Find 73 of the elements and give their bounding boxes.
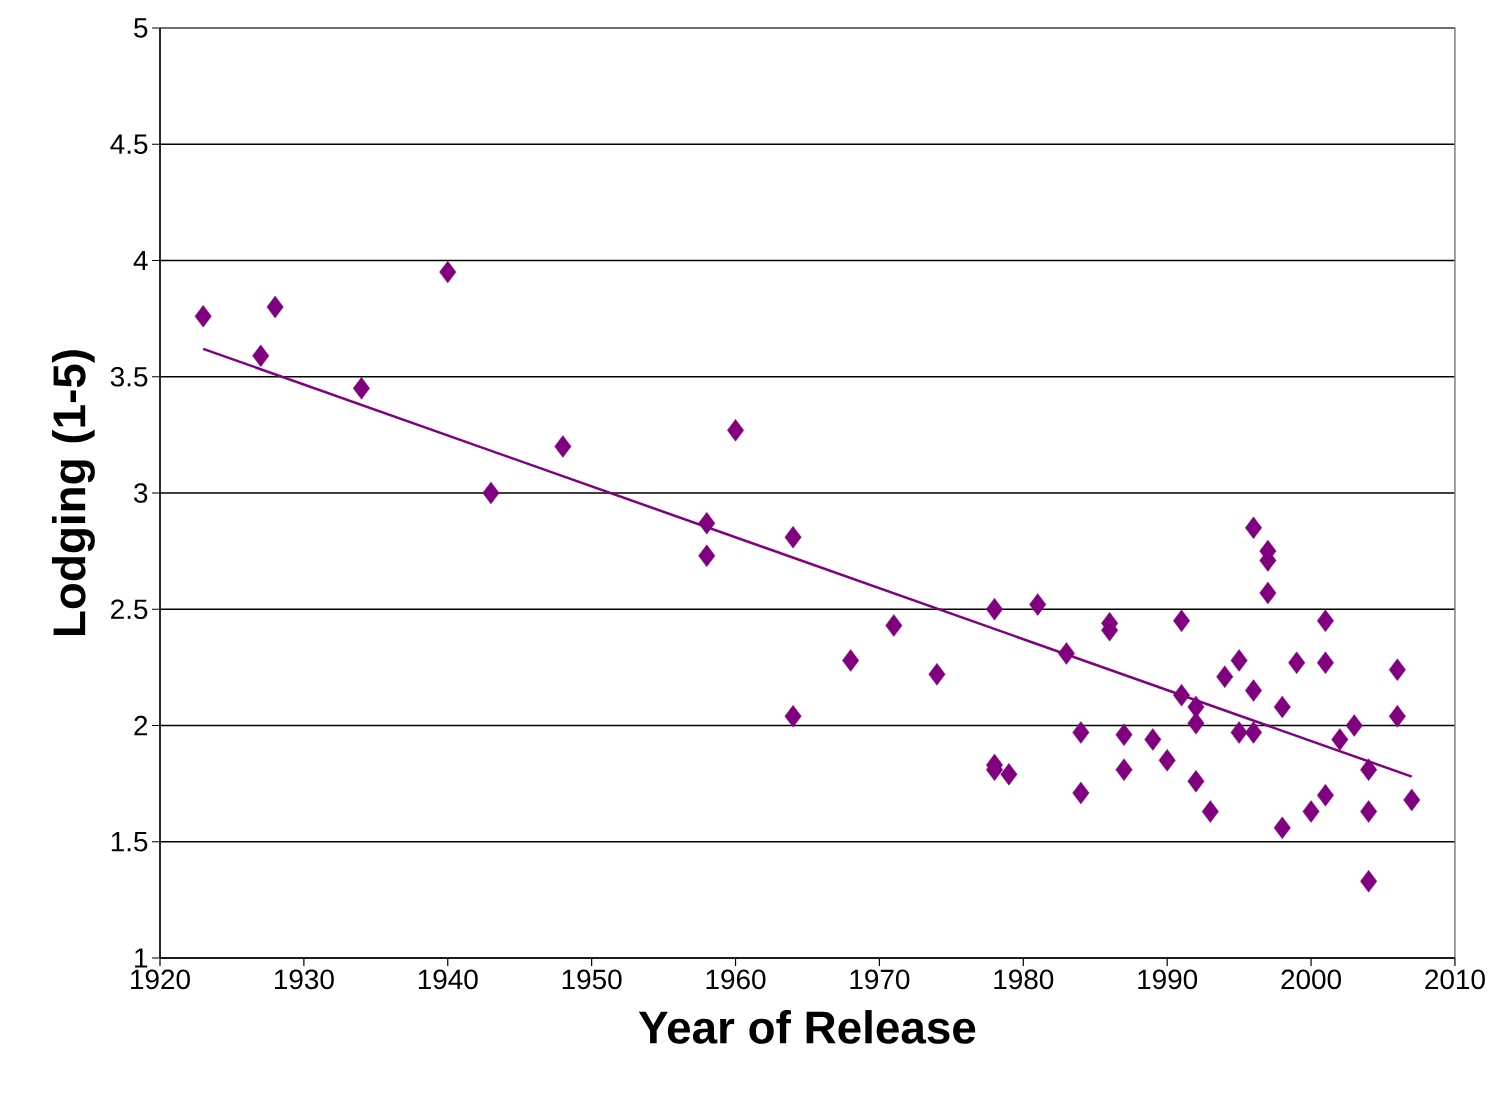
point bbox=[1317, 784, 1334, 807]
point bbox=[784, 705, 802, 728]
point bbox=[1302, 800, 1320, 823]
point bbox=[1115, 723, 1133, 746]
point bbox=[1245, 679, 1262, 702]
point bbox=[1072, 781, 1090, 805]
point bbox=[1187, 770, 1205, 793]
x-tick-label: 1950 bbox=[562, 969, 622, 990]
y-tick-label: 3.5 bbox=[110, 366, 148, 387]
point bbox=[1230, 649, 1248, 672]
point bbox=[1360, 800, 1378, 823]
point bbox=[1000, 763, 1018, 786]
point bbox=[1403, 788, 1421, 812]
point bbox=[194, 305, 212, 328]
point bbox=[1173, 684, 1191, 707]
point bbox=[1201, 800, 1219, 823]
point bbox=[1317, 609, 1334, 633]
x-tick-label: 2010 bbox=[1425, 969, 1485, 990]
point bbox=[1072, 721, 1090, 744]
x-tick-label: 2000 bbox=[1281, 969, 1341, 990]
point bbox=[986, 598, 1003, 621]
point bbox=[1029, 593, 1047, 616]
x-tick-label: 1930 bbox=[274, 969, 334, 990]
point bbox=[1158, 749, 1176, 772]
y-tick-label: 3 bbox=[134, 483, 148, 503]
y-tick-label: 4 bbox=[133, 250, 148, 271]
point bbox=[1245, 516, 1262, 540]
y-axis-title: Lodging (1-5) bbox=[51, 350, 95, 636]
point bbox=[1388, 705, 1406, 728]
point bbox=[1273, 816, 1291, 839]
point bbox=[1388, 658, 1406, 681]
point bbox=[727, 419, 744, 442]
y-tick-label: 1 bbox=[135, 948, 148, 968]
point bbox=[1288, 651, 1306, 674]
point bbox=[1230, 721, 1248, 744]
point bbox=[1317, 651, 1334, 674]
y-tick-label: 1.5 bbox=[111, 832, 148, 852]
x-tick-label: 1960 bbox=[706, 969, 766, 990]
point bbox=[1345, 714, 1363, 737]
y-tick-label: 2 bbox=[134, 715, 148, 736]
point bbox=[928, 663, 946, 686]
point bbox=[1245, 721, 1262, 744]
y-tick-label: 5 bbox=[134, 18, 148, 38]
x-tick-label: 1990 bbox=[1138, 969, 1198, 990]
point bbox=[842, 649, 860, 672]
point bbox=[1058, 642, 1075, 665]
point bbox=[698, 544, 716, 567]
point bbox=[252, 344, 270, 368]
y-tick-label: 2.5 bbox=[111, 599, 148, 620]
point bbox=[698, 512, 716, 535]
y-tick-label: 4.5 bbox=[110, 134, 148, 154]
x-tick-label: 1980 bbox=[994, 969, 1054, 990]
point bbox=[439, 260, 457, 284]
point bbox=[1360, 758, 1378, 781]
x-tick-label: 1970 bbox=[850, 969, 910, 990]
point bbox=[1144, 728, 1162, 751]
point bbox=[1331, 728, 1349, 751]
point bbox=[1273, 695, 1291, 719]
point bbox=[885, 614, 903, 637]
x-tick-label: 1920 bbox=[131, 969, 190, 990]
point bbox=[1216, 665, 1234, 688]
x-axis-title: Year of Release bbox=[638, 1010, 976, 1044]
point bbox=[784, 525, 802, 549]
point bbox=[1360, 870, 1378, 893]
point bbox=[1187, 711, 1205, 735]
point bbox=[554, 435, 572, 458]
x-tick-label: 1940 bbox=[418, 969, 478, 990]
point bbox=[266, 295, 284, 319]
point bbox=[1173, 609, 1191, 633]
point bbox=[482, 481, 500, 505]
point bbox=[1259, 581, 1277, 605]
point bbox=[352, 377, 370, 400]
point bbox=[1115, 758, 1133, 781]
